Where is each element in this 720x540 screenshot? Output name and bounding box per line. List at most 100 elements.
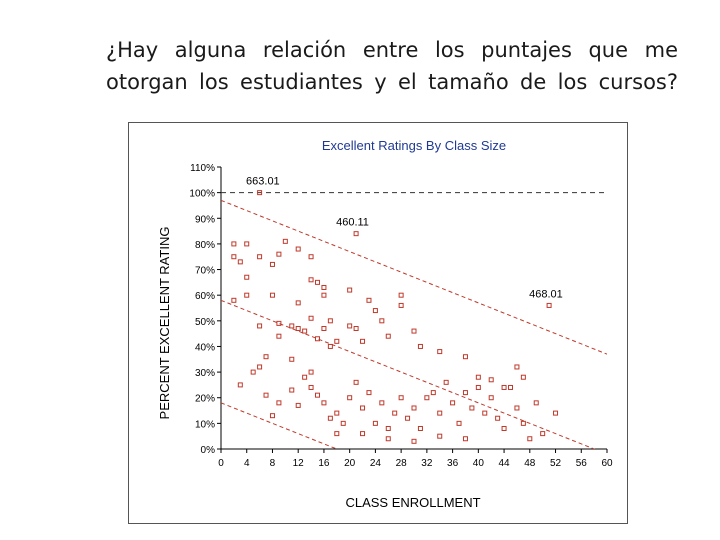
data-point xyxy=(321,292,327,298)
x-axis-label: CLASS ENROLLMENT xyxy=(345,495,480,510)
data-point xyxy=(533,400,539,406)
data-point xyxy=(475,374,481,380)
data-point xyxy=(392,410,398,416)
y-tick-label: 110% xyxy=(190,163,215,174)
data-point xyxy=(244,241,250,247)
x-tick-label: 32 xyxy=(421,458,433,469)
data-point xyxy=(482,410,488,416)
data-point xyxy=(366,297,372,303)
data-point xyxy=(276,251,282,257)
data-point xyxy=(450,400,456,406)
data-point xyxy=(263,392,269,398)
y-tick-label: 50% xyxy=(195,317,215,328)
data-point xyxy=(340,420,346,426)
y-tick-label: 100% xyxy=(189,189,215,200)
data-point xyxy=(398,292,404,298)
data-point xyxy=(347,323,353,329)
chart-frame: Excellent Ratings By Class Size PERCENT … xyxy=(128,122,628,524)
x-tick-label: 40 xyxy=(473,458,485,469)
data-point xyxy=(315,392,320,398)
data-point xyxy=(501,384,507,390)
y-tick-label: 70% xyxy=(195,266,215,277)
y-tick-label: 20% xyxy=(195,394,215,405)
data-point xyxy=(237,382,243,388)
x-tick-label: 60 xyxy=(601,458,613,469)
y-tick-label: 30% xyxy=(195,368,215,379)
data-point xyxy=(424,395,430,401)
data-point xyxy=(546,302,552,308)
data-point xyxy=(353,326,359,332)
data-point xyxy=(360,338,366,344)
data-point xyxy=(469,405,475,411)
data-point xyxy=(398,302,404,308)
x-tick-label: 28 xyxy=(396,458,408,469)
data-point xyxy=(520,374,526,380)
data-point xyxy=(269,413,275,419)
x-tick-label: 0 xyxy=(218,458,224,469)
data-point xyxy=(372,308,378,314)
data-point xyxy=(321,400,327,406)
data-point xyxy=(437,433,443,439)
data-point xyxy=(514,364,520,370)
data-point xyxy=(257,190,263,196)
y-tick-label: 0% xyxy=(201,445,216,456)
data-point xyxy=(302,328,308,334)
data-point xyxy=(327,318,333,324)
data-point xyxy=(231,297,237,303)
data-point xyxy=(360,431,366,437)
data-point xyxy=(308,277,314,283)
data-point xyxy=(398,395,404,401)
trend-line-upper xyxy=(221,199,607,355)
x-tick-label: 8 xyxy=(270,458,276,469)
data-point xyxy=(231,254,237,260)
x-tick-label: 24 xyxy=(370,458,382,469)
point-annotation: 663.01 xyxy=(246,176,280,188)
x-tick-label: 56 xyxy=(576,458,588,469)
data-point xyxy=(527,436,533,442)
data-point xyxy=(540,431,546,437)
x-tick-label: 48 xyxy=(524,458,536,469)
data-point xyxy=(456,420,462,426)
x-tick-label: 44 xyxy=(499,458,511,469)
y-tick-label: 80% xyxy=(195,240,215,251)
data-point xyxy=(321,326,327,332)
data-point xyxy=(231,241,237,247)
data-point xyxy=(289,356,295,362)
x-tick-label: 16 xyxy=(318,458,330,469)
data-point xyxy=(411,405,417,411)
data-point xyxy=(372,420,378,426)
data-point xyxy=(327,343,333,349)
data-point xyxy=(405,415,411,421)
trend-line-fit xyxy=(221,299,596,449)
data-point xyxy=(263,354,269,360)
data-point xyxy=(295,402,301,408)
data-point xyxy=(347,287,353,293)
data-point xyxy=(302,374,308,380)
scatter-chart: Excellent Ratings By Class Size PERCENT … xyxy=(157,138,613,510)
data-point xyxy=(553,410,559,416)
data-point xyxy=(417,425,423,431)
data-point xyxy=(289,323,295,329)
data-point xyxy=(462,354,468,360)
data-point xyxy=(334,431,340,437)
data-point xyxy=(276,333,282,339)
data-point xyxy=(237,259,243,265)
data-point xyxy=(417,343,423,349)
data-point xyxy=(257,364,263,370)
data-point xyxy=(411,328,417,334)
data-point xyxy=(269,292,275,298)
data-point xyxy=(244,274,250,280)
data-point xyxy=(437,349,443,355)
data-point xyxy=(430,390,436,396)
data-point xyxy=(385,425,391,431)
plot-area: 0%10%20%30%40%50%60%70%80%90%100%110%0 4 8… xyxy=(189,163,613,469)
data-point xyxy=(308,315,314,321)
data-point xyxy=(462,436,468,442)
chart-title: Excellent Ratings By Class Size xyxy=(322,138,506,153)
data-point xyxy=(501,425,507,431)
data-point xyxy=(366,390,372,396)
data-point xyxy=(257,323,263,329)
x-tick-label: 52 xyxy=(550,458,562,469)
data-point xyxy=(385,333,391,339)
data-point xyxy=(488,377,494,383)
